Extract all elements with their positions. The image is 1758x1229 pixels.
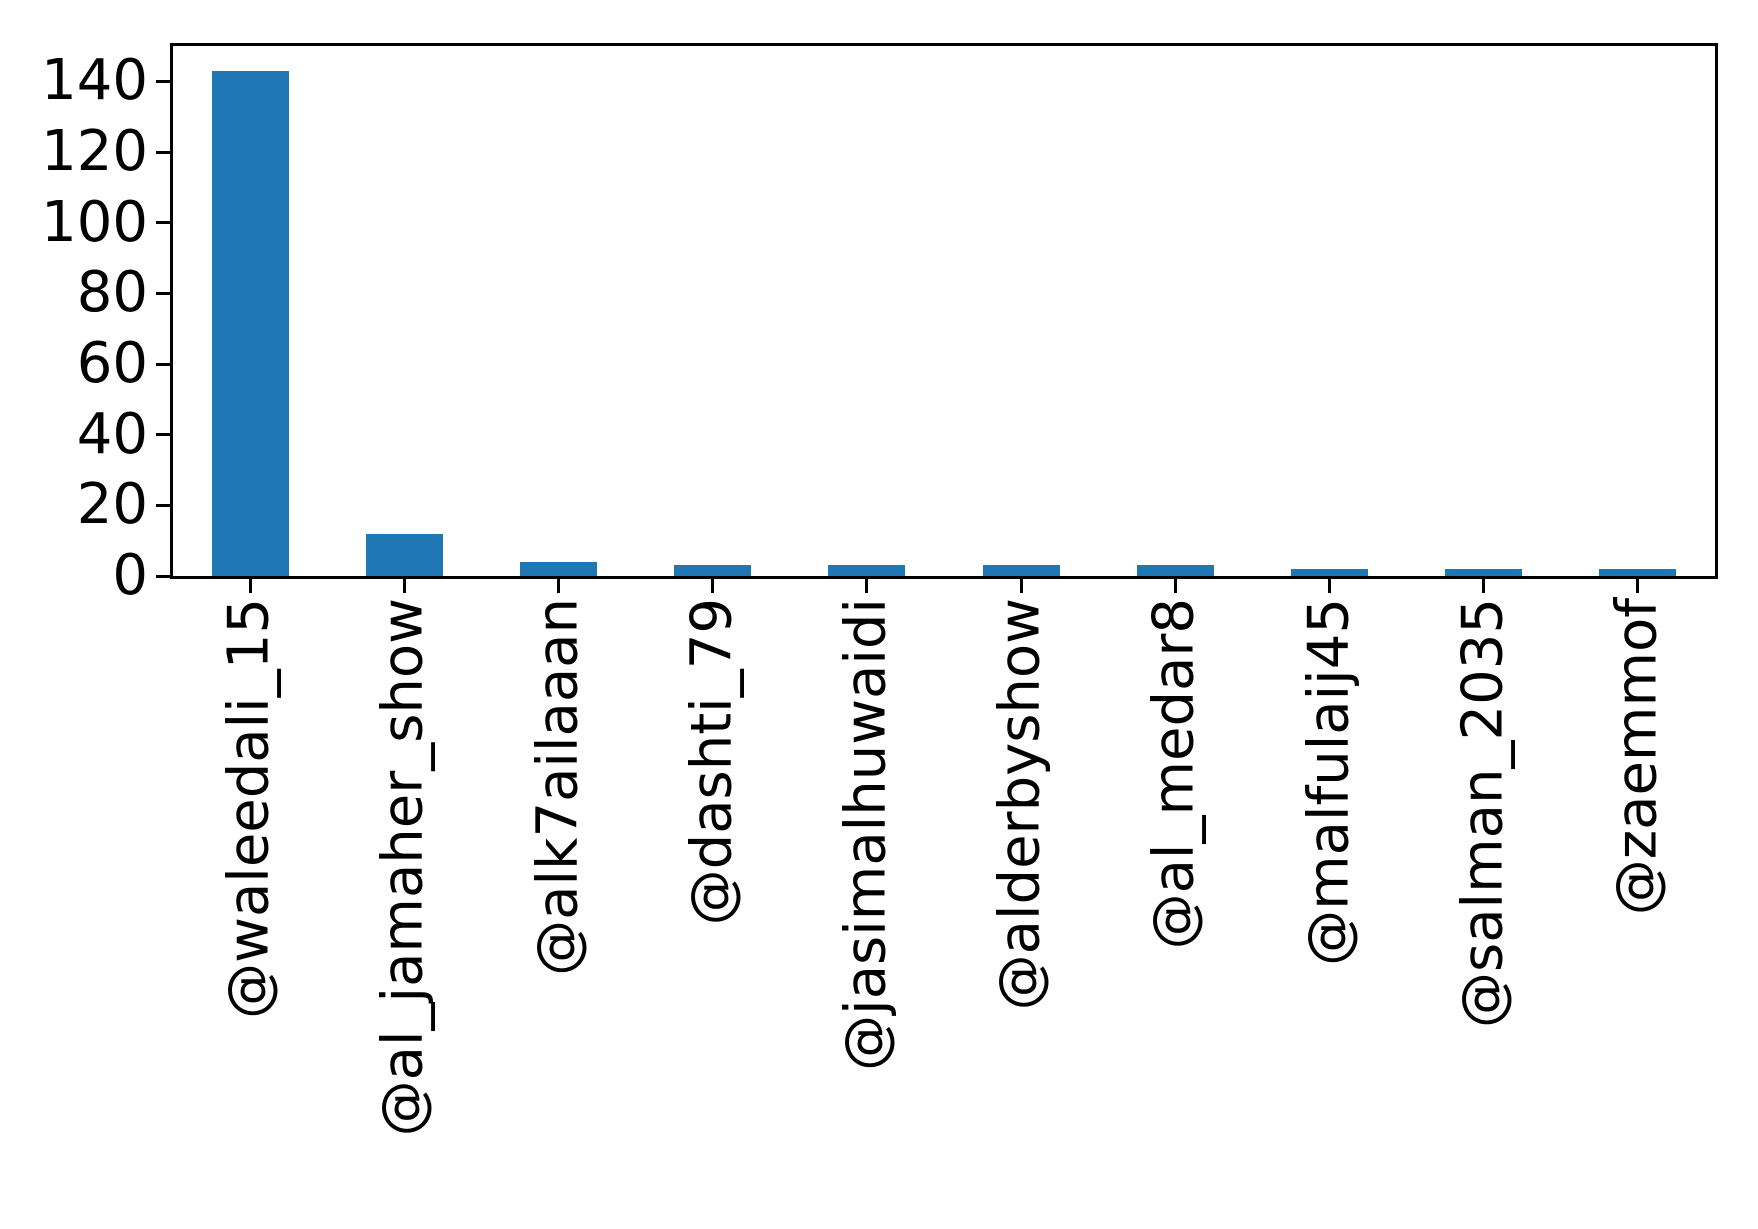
y-tick-label: 80 [76,260,148,326]
x-tick-label-alk7ailaaan: @alk7ailaaan [525,598,591,976]
x-tick-label-al_jamaher_show: @al_jamaher_show [370,598,436,1137]
y-axis-tick [156,362,170,366]
bar-dashti_79 [674,565,752,576]
x-axis-tick [402,579,406,593]
x-axis-tick [248,579,252,593]
x-axis-tick [1019,579,1023,593]
y-tick-label: 60 [76,331,148,396]
x-tick-label-zaemmof: @zaemmof [1604,598,1670,916]
y-axis-tick [156,79,170,83]
y-axis-tick [156,150,170,154]
y-axis-tick [156,433,170,437]
x-tick-label-alderbyshow: @alderbyshow [987,598,1053,1011]
x-tick-label-dashti_79: @dashti_79 [679,598,745,926]
bar-waleedali_15 [211,70,289,576]
y-tick-label: 140 [41,48,148,114]
bar-salman_2035 [1445,568,1523,576]
x-tick-label-salman_2035: @salman_2035 [1450,598,1516,1028]
y-tick-label: 100 [41,189,148,255]
y-axis-tick [156,503,170,507]
x-axis-tick [711,579,715,593]
bar-al_jamaher_show [365,533,443,576]
bar-al_medar8 [1136,565,1214,576]
x-axis-tick [865,579,869,593]
plot-area [170,43,1718,579]
x-axis-tick [1173,579,1177,593]
y-tick-label: 40 [76,401,148,467]
y-tick-label: 20 [76,472,148,538]
x-tick-label-al_medar8: @al_medar8 [1141,598,1207,950]
bar-jasimalhuwaidi [828,565,906,576]
bar-alk7ailaaan [519,561,598,576]
x-axis-tick [557,579,560,593]
x-axis-tick [1482,579,1486,593]
x-axis-tick [1328,579,1331,593]
bar-zaemmof [1599,568,1677,576]
x-tick-label-jasimalhuwaidi: @jasimalhuwaidi [833,598,899,1071]
y-tick-label: 120 [41,119,148,184]
y-tick-label: 0 [112,543,148,608]
bar-malfulaij45 [1290,568,1369,576]
bar-alderbyshow [982,565,1060,576]
x-tick-label-waleedali_15: @waleedali_15 [216,598,282,1019]
y-axis-tick [156,574,170,578]
y-axis-tick [156,221,170,225]
x-tick-label-malfulaij45: @malfulaij45 [1296,598,1362,966]
x-axis-tick [1636,579,1640,593]
y-axis-tick [156,291,170,295]
